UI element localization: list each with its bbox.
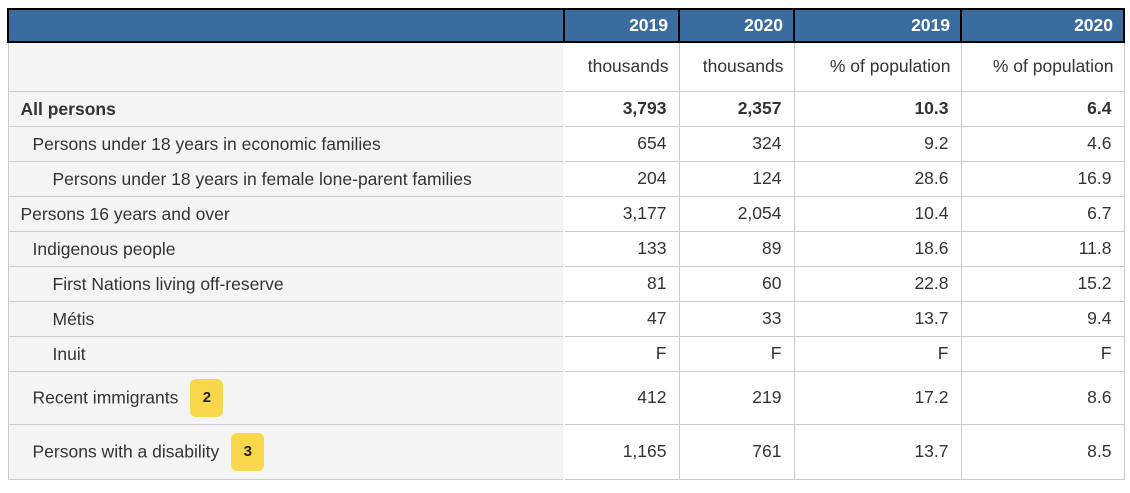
value-2019-thousands: 47 xyxy=(563,300,680,337)
value-2019-thousands: 3,793 xyxy=(563,90,680,127)
row-label: Persons under 18 years in economic famil… xyxy=(7,125,565,162)
unit-percent-2020: % of population xyxy=(960,41,1125,92)
value-2019-percent: F xyxy=(793,335,962,372)
year-header-row: 2019 2020 2019 2020 xyxy=(7,8,1125,43)
column-header-2020-thousands: 2020 xyxy=(678,8,795,43)
value-2019-percent: 18.6 xyxy=(793,230,962,267)
poverty-statistics-page: 2019 2020 2019 2020 thousands thousands … xyxy=(7,8,1125,480)
value-2020-percent: 6.4 xyxy=(960,90,1125,127)
value-2020-percent: 15.2 xyxy=(960,265,1125,302)
table-row-persons-with-disability: Persons with a disability 3 1,165 761 13.… xyxy=(7,423,1125,480)
value-2020-percent: F xyxy=(960,335,1125,372)
value-2019-percent: 17.2 xyxy=(793,370,962,425)
table-row-all-persons: All persons 3,793 2,357 10.3 6.4 xyxy=(7,90,1125,127)
row-label: Persons under 18 years in female lone-pa… xyxy=(7,160,565,197)
footnote-2-badge[interactable]: 2 xyxy=(190,378,224,417)
value-2019-thousands: 1,165 xyxy=(563,423,680,480)
value-2020-thousands: 2,054 xyxy=(678,195,795,232)
value-2020-percent: 16.9 xyxy=(960,160,1125,197)
value-2019-percent: 9.2 xyxy=(793,125,962,162)
value-2019-thousands: 133 xyxy=(563,230,680,267)
value-2020-thousands: 89 xyxy=(678,230,795,267)
value-2019-percent: 10.4 xyxy=(793,195,962,232)
value-2020-percent: 6.7 xyxy=(960,195,1125,232)
row-label: Métis xyxy=(7,300,565,337)
value-2019-percent: 10.3 xyxy=(793,90,962,127)
value-2019-thousands: 654 xyxy=(563,125,680,162)
row-label: First Nations living off-reserve xyxy=(7,265,565,302)
row-label: All persons xyxy=(7,90,565,127)
unit-thousands-2019: thousands xyxy=(563,41,680,92)
footnote-3-badge[interactable]: 3 xyxy=(231,432,265,471)
value-2020-thousands: 761 xyxy=(678,423,795,480)
unit-header-row: thousands thousands % of population % of… xyxy=(7,41,1125,92)
value-2020-thousands: 219 xyxy=(678,370,795,425)
value-2020-thousands: 2,357 xyxy=(678,90,795,127)
value-2019-percent: 28.6 xyxy=(793,160,962,197)
table-row-first-nations-off-reserve: First Nations living off-reserve 81 60 2… xyxy=(7,265,1125,302)
value-2020-thousands: 124 xyxy=(678,160,795,197)
value-2019-thousands: F xyxy=(563,335,680,372)
table-row-16-years-and-over: Persons 16 years and over 3,177 2,054 10… xyxy=(7,195,1125,232)
value-2019-percent: 13.7 xyxy=(793,423,962,480)
column-header-2019-thousands: 2019 xyxy=(563,8,680,43)
value-2019-percent: 13.7 xyxy=(793,300,962,337)
stub-header-cell xyxy=(7,8,565,43)
value-2020-percent: 9.4 xyxy=(960,300,1125,337)
poverty-statistics-table: 2019 2020 2019 2020 thousands thousands … xyxy=(7,8,1125,480)
table-row-metis: Métis 47 33 13.7 9.4 xyxy=(7,300,1125,337)
value-2020-percent: 8.6 xyxy=(960,370,1125,425)
value-2020-thousands: 324 xyxy=(678,125,795,162)
table-row-inuit: Inuit F F F F xyxy=(7,335,1125,372)
value-2020-percent: 11.8 xyxy=(960,230,1125,267)
row-label: Recent immigrants 2 xyxy=(7,370,565,425)
row-label: Indigenous people xyxy=(7,230,565,267)
table-row-under-18-economic-families: Persons under 18 years in economic famil… xyxy=(7,125,1125,162)
row-label: Persons with a disability 3 xyxy=(7,423,565,480)
value-2019-percent: 22.8 xyxy=(793,265,962,302)
unit-stub-cell xyxy=(7,41,565,92)
unit-thousands-2020: thousands xyxy=(678,41,795,92)
row-label: Inuit xyxy=(7,335,565,372)
column-header-2020-percent: 2020 xyxy=(960,8,1125,43)
value-2020-percent: 8.5 xyxy=(960,423,1125,480)
value-2020-thousands: F xyxy=(678,335,795,372)
column-header-2019-percent: 2019 xyxy=(793,8,962,43)
table-row-under-18-female-lone-parent: Persons under 18 years in female lone-pa… xyxy=(7,160,1125,197)
row-label: Persons 16 years and over xyxy=(7,195,565,232)
table-row-indigenous-people: Indigenous people 133 89 18.6 11.8 xyxy=(7,230,1125,267)
table-row-recent-immigrants: Recent immigrants 2 412 219 17.2 8.6 xyxy=(7,370,1125,425)
value-2020-thousands: 33 xyxy=(678,300,795,337)
value-2020-percent: 4.6 xyxy=(960,125,1125,162)
unit-percent-2019: % of population xyxy=(793,41,962,92)
value-2020-thousands: 60 xyxy=(678,265,795,302)
value-2019-thousands: 3,177 xyxy=(563,195,680,232)
value-2019-thousands: 81 xyxy=(563,265,680,302)
value-2019-thousands: 412 xyxy=(563,370,680,425)
value-2019-thousands: 204 xyxy=(563,160,680,197)
